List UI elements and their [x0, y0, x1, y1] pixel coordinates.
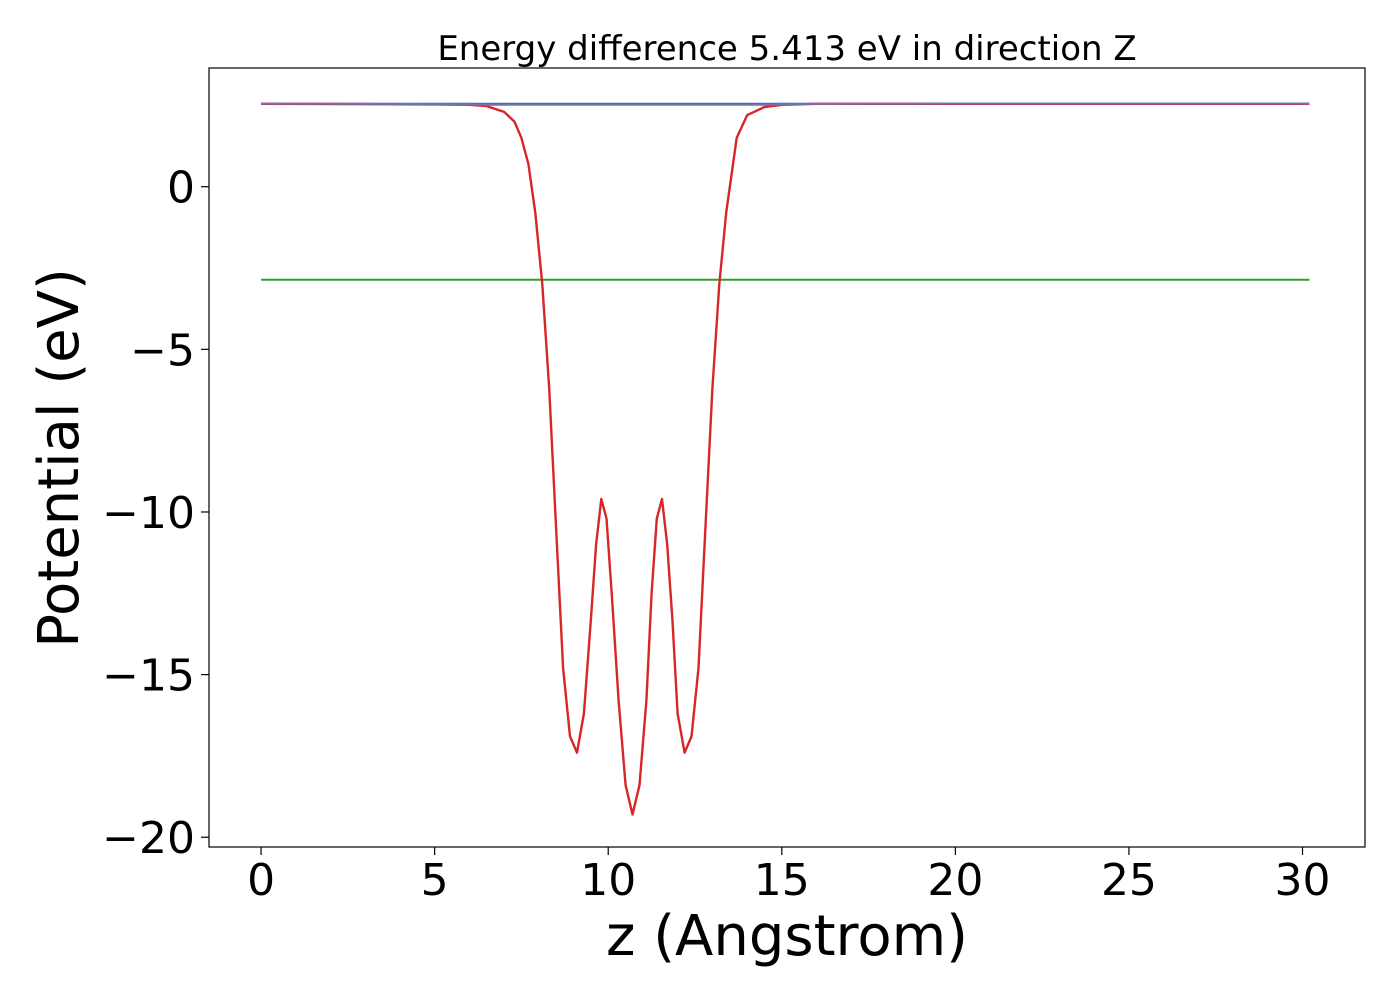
x-axis-label: z (Angstrom) — [606, 904, 968, 969]
y-tick-label: −10 — [102, 488, 195, 539]
y-tick-label: −15 — [102, 651, 195, 702]
y-tick-label: −5 — [130, 325, 195, 376]
y-axis-label: Potential (eV) — [27, 268, 92, 648]
series-line-2 — [261, 102, 1310, 816]
chart-title: Energy difference 5.413 eV in direction … — [437, 29, 1136, 69]
x-tick-label: 25 — [1101, 855, 1157, 906]
y-tick-label: 0 — [167, 163, 195, 214]
x-tick-label: 30 — [1275, 855, 1331, 906]
axes-frame — [208, 67, 1366, 848]
x-tick-label: 5 — [421, 855, 449, 906]
x-tick-label: 15 — [754, 855, 810, 906]
y-axis: 0 −5 −10 −15 −20 — [102, 163, 209, 864]
series-line-3 — [261, 102, 1310, 106]
y-tick-label: −20 — [102, 813, 195, 864]
x-axis: 0 5 10 15 20 25 30 — [247, 847, 1331, 906]
x-tick-label: 20 — [927, 855, 983, 906]
series-layer — [261, 102, 1310, 816]
plot-area — [208, 67, 1366, 848]
x-tick-label: 10 — [580, 855, 636, 906]
x-tick-label: 0 — [247, 855, 275, 906]
